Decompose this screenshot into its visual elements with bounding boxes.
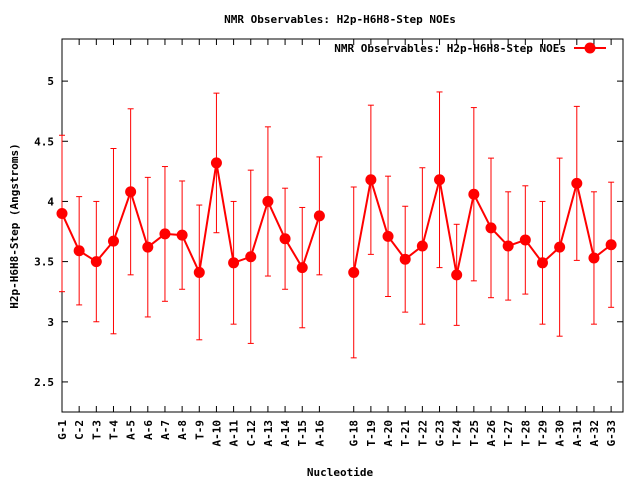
data-point (125, 186, 137, 198)
x-axis-label: Nucleotide (307, 466, 374, 479)
x-tick-label: T-21 (399, 420, 412, 447)
x-tick-label: T-22 (416, 420, 429, 447)
x-tick-label: A-8 (176, 420, 189, 440)
x-tick-label: A-14 (279, 420, 292, 447)
data-point (554, 241, 566, 253)
x-tick-label: C-2 (73, 420, 86, 440)
y-axis-label: H2p-H6H8-Step (Angstroms) (8, 143, 21, 309)
x-tick-label: T-24 (451, 420, 464, 447)
y-tick-label: 3.5 (34, 256, 54, 269)
data-point (90, 256, 102, 268)
x-tick-label: G-33 (605, 420, 618, 447)
y-tick-label: 4.5 (34, 135, 54, 148)
data-point (485, 222, 497, 234)
data-point (365, 174, 377, 186)
x-tick-label: T-27 (502, 420, 515, 447)
legend-label: NMR Observables: H2p-H6H8-Step NOEs (334, 42, 566, 55)
data-point (451, 269, 463, 281)
x-tick-label: T-9 (193, 420, 206, 440)
x-tick-label: A-31 (571, 420, 584, 447)
data-point (382, 230, 394, 242)
series-line-segment (61, 162, 321, 276)
x-tick-label: A-10 (210, 420, 223, 447)
x-tick-label: A-30 (554, 420, 567, 447)
data-point (416, 240, 428, 252)
x-tick-label: A-32 (588, 420, 601, 447)
x-tick-label: G-1 (56, 420, 69, 440)
x-tick-label: A-16 (313, 420, 326, 447)
data-point (519, 234, 531, 246)
chart-title: NMR Observables: H2p-H6H8-Step NOEs (224, 13, 456, 26)
x-tick-label: C-12 (245, 420, 258, 447)
error-bars (59, 91, 615, 359)
series-line-segment (352, 179, 612, 276)
x-tick-label: T-15 (296, 420, 309, 447)
series-points (56, 157, 617, 281)
x-tick-label: T-25 (468, 420, 481, 447)
x-tick-label: T-28 (519, 420, 532, 447)
y-tick-label: 3 (47, 316, 54, 329)
x-tick-label: A-26 (485, 420, 498, 447)
data-point (176, 229, 188, 241)
data-point (588, 252, 600, 264)
data-point (296, 262, 308, 274)
x-tick-label: G-18 (348, 420, 361, 447)
x-tick-label: T-19 (365, 420, 378, 447)
data-point (193, 266, 205, 278)
data-point (348, 266, 360, 278)
y-axis: 2.5 3 3.5 4 4.5 5 (34, 75, 623, 389)
data-point (107, 235, 119, 247)
legend-marker (584, 42, 596, 54)
data-point (279, 233, 291, 245)
x-tick-label: T-29 (536, 420, 549, 447)
data-point (73, 245, 85, 257)
x-tick-label: T-3 (90, 420, 103, 440)
plot-frame (61, 38, 624, 413)
data-point (245, 251, 257, 263)
data-point (313, 210, 325, 222)
y-tick-label: 2.5 (34, 376, 54, 389)
x-tick-label: A-7 (159, 420, 172, 440)
data-point (142, 241, 154, 253)
data-point (228, 257, 240, 269)
data-point (56, 207, 68, 219)
x-tick-label: T-4 (107, 420, 120, 440)
data-point (571, 177, 583, 189)
data-point (262, 195, 274, 207)
x-tick-label: A-20 (382, 420, 395, 447)
data-point (468, 188, 480, 200)
y-tick-label: 4 (47, 195, 54, 208)
x-axis: G-1 C-2 T-3 T-4 A-5 A-6 A-7 A-8 T-9 A-10 A-11 C-12 A… (56, 39, 618, 447)
data-point (399, 253, 411, 265)
series-lines (61, 162, 612, 276)
legend: NMR Observables: H2p-H6H8-Step NOEs (334, 42, 606, 55)
data-point (159, 228, 171, 240)
data-point (536, 257, 548, 269)
y-tick-label: 5 (47, 75, 54, 88)
data-point (210, 157, 222, 169)
data-point (502, 240, 514, 252)
x-tick-label: A-6 (142, 420, 155, 440)
data-point (434, 174, 446, 186)
x-tick-label: A-5 (125, 420, 138, 440)
x-tick-label: G-23 (434, 420, 447, 447)
x-tick-label: A-13 (262, 420, 275, 447)
x-tick-label: A-11 (228, 420, 241, 447)
data-point (605, 239, 617, 251)
